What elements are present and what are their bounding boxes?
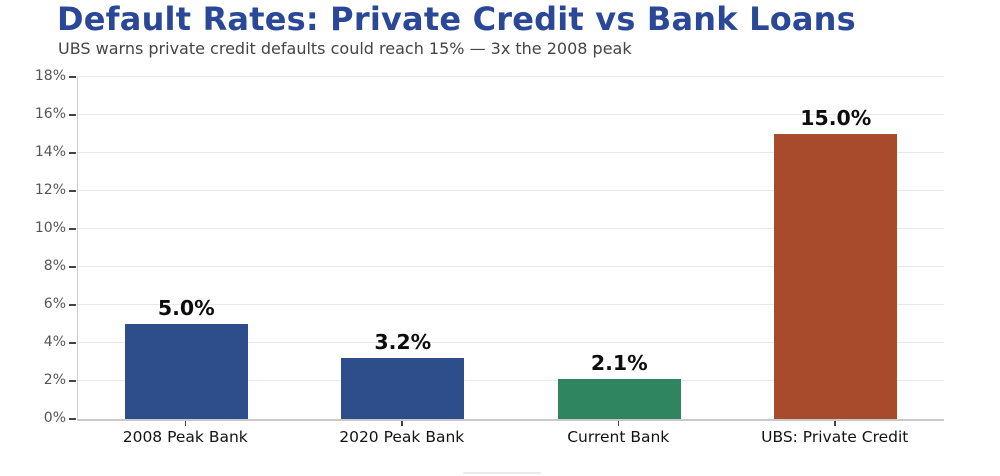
gridline-14pct bbox=[78, 152, 944, 153]
bar-2020-peak-bank bbox=[341, 358, 465, 419]
gridline-6pct bbox=[78, 304, 944, 305]
bar-value-label: 3.2% bbox=[374, 330, 432, 355]
bar-current-bank bbox=[557, 379, 681, 419]
bar-value-label: 5.0% bbox=[157, 296, 215, 320]
x-axis-tick-label: UBS: Private Credit bbox=[761, 428, 909, 446]
y-axis-tick-label: 0% bbox=[43, 410, 66, 426]
y-axis-tick-mark bbox=[69, 228, 76, 230]
gridline-18pct bbox=[78, 76, 944, 77]
gridline-12pct bbox=[78, 190, 944, 191]
y-axis-tick-mark bbox=[69, 190, 76, 192]
y-axis-tick-label: 6% bbox=[43, 296, 66, 312]
chart-title: Default Rates: Private Credit vs Bank Lo… bbox=[57, 0, 856, 38]
chart-subtitle: UBS warns private credit defaults could … bbox=[58, 39, 632, 58]
bar-ubs-private-credit bbox=[774, 134, 898, 419]
y-axis-tick-label: 2% bbox=[43, 372, 66, 388]
y-axis-tick-label: 10% bbox=[34, 220, 66, 236]
x-axis-tick-mark bbox=[834, 421, 836, 426]
y-axis-tick-mark bbox=[69, 152, 76, 154]
y-axis-tick-label: 16% bbox=[34, 106, 66, 122]
x-axis-tick-label: 2020 Peak Bank bbox=[339, 428, 465, 446]
x-axis-tick-label: 2008 Peak Bank bbox=[122, 428, 248, 446]
y-axis-tick-label: 14% bbox=[34, 144, 66, 160]
y-axis-tick-mark bbox=[69, 380, 76, 382]
y-axis-tick-mark bbox=[69, 266, 76, 268]
y-axis-tick-mark bbox=[69, 114, 76, 116]
y-axis-tick-mark bbox=[69, 418, 76, 420]
y-axis-tick-mark bbox=[69, 304, 76, 306]
gridline-8pct bbox=[78, 266, 944, 267]
bar-2008-peak-bank bbox=[124, 324, 248, 419]
y-axis-tick-label: 8% bbox=[43, 258, 66, 274]
gridline-16pct bbox=[78, 114, 944, 115]
y-axis-tick-mark bbox=[69, 342, 76, 344]
gridline-2pct bbox=[78, 380, 944, 381]
bar-value-label: 2.1% bbox=[590, 351, 648, 376]
gridline-10pct bbox=[78, 228, 944, 229]
bar-value-label: 15.0% bbox=[800, 106, 872, 130]
x-axis-tick-mark bbox=[617, 421, 619, 426]
x-axis-tick-mark bbox=[401, 421, 403, 426]
y-axis-tick-label: 12% bbox=[34, 182, 66, 198]
bottom-edge-artifact bbox=[463, 472, 541, 474]
y-axis-tick-label: 4% bbox=[43, 334, 66, 350]
x-axis-tick-mark bbox=[184, 421, 186, 426]
y-axis-tick-label: 18% bbox=[34, 68, 66, 84]
y-axis-tick-mark bbox=[69, 76, 76, 78]
plot-area: 5.0% 3.2% 2.1% 15.0% bbox=[77, 76, 944, 421]
x-axis-tick-label: Current Bank bbox=[567, 428, 670, 446]
gridline-4pct bbox=[78, 342, 944, 343]
